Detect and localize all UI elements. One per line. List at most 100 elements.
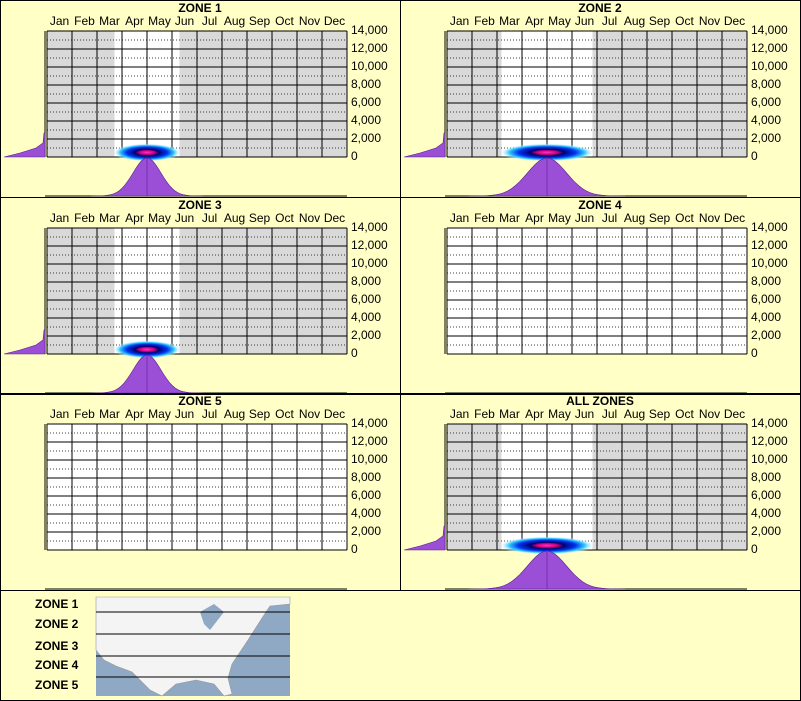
x-tick-label: May [548, 211, 571, 225]
y-tick-label: 6,000 [751, 292, 781, 306]
y-tick-label: 10,000 [351, 256, 388, 270]
x-tick-label: Jan [50, 211, 69, 225]
x-tick-label: Aug [624, 211, 645, 225]
x-tick-label: Dec [324, 14, 345, 28]
y-tick-label: 4,000 [351, 113, 381, 127]
y-tick-label: 6,000 [351, 292, 381, 306]
x-tick-label: Jun [575, 211, 594, 225]
x-tick-label: Nov [299, 407, 320, 421]
x-tick-label: Mar [99, 407, 120, 421]
heat-spot [113, 340, 181, 359]
x-tick-label: May [148, 14, 171, 28]
chart-title: ZONE 1 [178, 1, 222, 15]
y-tick-label: 12,000 [351, 434, 388, 448]
y-tick-label: 4,000 [751, 113, 781, 127]
y-tick-label: 8,000 [351, 470, 381, 484]
x-tick-label: Dec [324, 407, 345, 421]
y-tick-label: 14,000 [351, 220, 388, 234]
y-tick-label: 14,000 [751, 23, 788, 37]
x-tick-label: Jul [202, 407, 217, 421]
x-tick-label: Nov [699, 14, 720, 28]
panel: ZONE 2 Jan Feb Mar Apr May Jun Jul Aug Sep Oct Nov D… [400, 0, 801, 198]
x-tick-label: Feb [74, 14, 95, 28]
y-tick-label: 4,000 [351, 310, 381, 324]
zone-label: ZONE 2 [35, 617, 79, 631]
x-tick-label: Jun [175, 14, 194, 28]
x-tick-label: Dec [724, 14, 745, 28]
x-tick-label: Dec [324, 211, 345, 225]
y-tick-label: 10,000 [351, 59, 388, 73]
x-tick-label: Sep [249, 211, 271, 225]
y-tick-label: 10,000 [751, 452, 788, 466]
y-tick-label: 8,000 [351, 274, 381, 288]
x-tick-label: Sep [249, 14, 271, 28]
x-tick-label: May [548, 407, 571, 421]
legend-map [95, 596, 291, 697]
panel: ALL ZONES Jan Feb Mar Apr May Jun Jul Aug Sep Oct N… [400, 393, 801, 591]
panel: ZONE 3 Jan Feb Mar Apr May Jun Jul Aug Sep Oct Nov D… [0, 197, 401, 395]
x-tick-label: Feb [474, 407, 495, 421]
x-tick-label: Dec [724, 407, 745, 421]
zone-label: ZONE 4 [35, 658, 79, 672]
x-tick-label: Oct [675, 211, 694, 225]
x-tick-label: Sep [649, 14, 671, 28]
zone-label: ZONE 1 [35, 597, 79, 611]
chart-title: ZONE 4 [578, 198, 622, 212]
heat-spot [499, 143, 595, 162]
x-tick-label: Oct [675, 14, 694, 28]
x-tick-label: Mar [499, 211, 520, 225]
x-tick-label: Sep [649, 211, 671, 225]
y-tick-label: 10,000 [751, 256, 788, 270]
y-tick-label: 2,000 [751, 328, 781, 342]
zone-label: ZONE 3 [35, 639, 79, 653]
x-tick-label: Mar [499, 407, 520, 421]
x-tick-label: Mar [99, 211, 120, 225]
y-tick-label: 8,000 [351, 77, 381, 91]
x-tick-label: Aug [624, 407, 645, 421]
y-tick-label: 0 [351, 542, 358, 556]
x-tick-label: Jan [50, 407, 69, 421]
y-tick-label: 2,000 [351, 328, 381, 342]
y-tick-label: 2,000 [351, 524, 381, 538]
y-tick-label: 0 [351, 149, 358, 163]
x-tick-label: Jun [175, 211, 194, 225]
chart-title: ZONE 3 [178, 198, 222, 212]
x-tick-label: Jul [602, 211, 617, 225]
chart-title: ZONE 5 [178, 394, 222, 408]
x-tick-label: Feb [74, 211, 95, 225]
x-tick-label: Mar [499, 14, 520, 28]
y-tick-label: 4,000 [751, 506, 781, 520]
panel: ZONE 5 Jan Feb Mar Apr May Jun Jul Aug Sep Oct Nov D… [0, 393, 401, 591]
y-tick-label: 12,000 [351, 238, 388, 252]
y-tick-label: 2,000 [351, 131, 381, 145]
x-tick-label: Aug [224, 14, 245, 28]
y-tick-label: 6,000 [351, 95, 381, 109]
x-tick-label: Nov [299, 211, 320, 225]
y-tick-label: 8,000 [751, 77, 781, 91]
x-tick-label: Dec [724, 211, 745, 225]
x-tick-label: Jul [602, 14, 617, 28]
y-tick-label: 14,000 [751, 416, 788, 430]
x-tick-label: Apr [525, 407, 544, 421]
y-tick-label: 14,000 [351, 23, 388, 37]
x-tick-label: May [148, 407, 171, 421]
y-tick-label: 10,000 [751, 59, 788, 73]
y-tick-label: 10,000 [351, 452, 388, 466]
zone-label: ZONE 5 [35, 678, 79, 692]
y-tick-label: 12,000 [751, 41, 788, 55]
y-tick-label: 0 [751, 149, 758, 163]
x-tick-label: Feb [474, 211, 495, 225]
x-tick-label: Jun [575, 14, 594, 28]
x-tick-label: May [148, 211, 171, 225]
y-tick-label: 6,000 [751, 488, 781, 502]
x-tick-label: Apr [125, 14, 144, 28]
x-tick-label: May [548, 14, 571, 28]
x-tick-label: Apr [125, 407, 144, 421]
x-tick-label: Sep [249, 407, 271, 421]
y-tick-label: 6,000 [751, 95, 781, 109]
elevation-profile [3, 329, 46, 355]
panel: ZONE 4 Jan Feb Mar Apr May Jun Jul Aug Sep Oct Nov D… [400, 197, 801, 395]
x-tick-label: Oct [275, 14, 294, 28]
y-tick-label: 12,000 [351, 41, 388, 55]
